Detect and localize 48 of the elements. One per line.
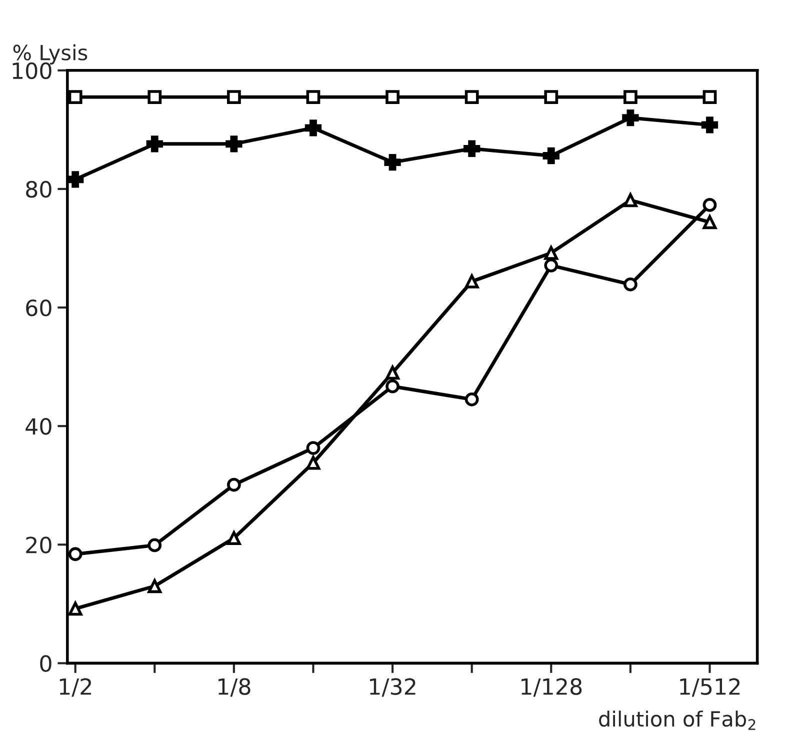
y-tick-label: 60 [26,299,52,316]
point [623,277,638,292]
point [386,379,400,394]
point [702,90,717,104]
point [544,90,558,104]
y-tick-label: 0 [40,655,52,672]
point [384,154,401,171]
point [148,579,162,594]
point [148,538,162,552]
point [544,258,558,272]
point [701,116,718,134]
point [464,274,479,288]
point [306,90,320,104]
x-tick-label: 1/32 [370,678,416,697]
point [464,392,479,406]
y-tick-label: 20 [26,536,52,554]
point [386,366,400,380]
point [702,215,717,230]
x-tick-label: 1/512 [680,678,740,697]
point [146,136,163,152]
point [226,90,241,104]
point [68,602,82,616]
y-tick-label: 80 [26,180,52,198]
point [386,90,400,104]
y-tick-label: 100 [12,62,52,80]
point [623,90,638,104]
point [304,120,322,136]
x-tick-label: 1/2 [60,678,91,697]
x-axis-title: dilution of Fab$_{2}$ [599,710,756,730]
x-tick-label: 1/128 [522,678,582,697]
point [68,90,82,104]
point [544,246,558,260]
point [464,140,480,157]
point [226,478,241,492]
point [68,547,82,562]
point [226,531,241,546]
point [148,90,162,104]
point [226,136,242,152]
point [622,109,639,126]
point [623,193,638,208]
point [464,90,479,104]
x-tick-label: 1/8 [218,678,250,697]
point [702,198,717,212]
y-tick-label: 40 [26,418,52,435]
point [306,456,320,470]
point [542,147,560,164]
point [306,441,320,455]
point [67,171,84,188]
